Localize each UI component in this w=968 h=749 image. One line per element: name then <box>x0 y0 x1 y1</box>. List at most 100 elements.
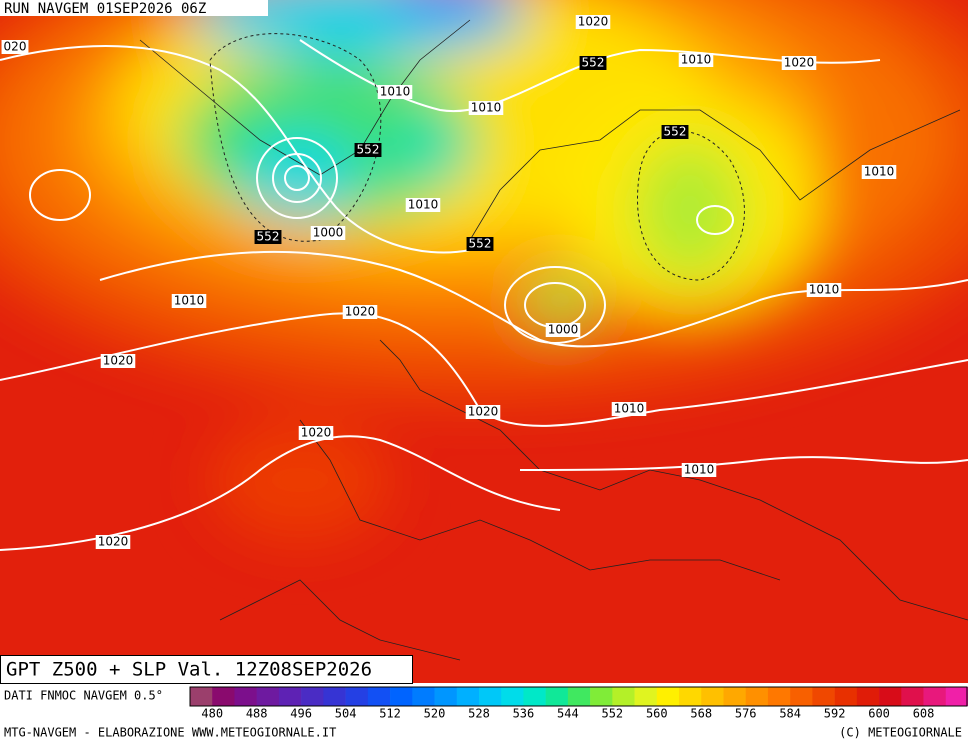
colorbar-swatch <box>834 687 858 706</box>
contour-label-box <box>579 56 607 70</box>
colorbar-swatch <box>767 687 791 706</box>
colorbar-swatch <box>412 687 435 706</box>
contour-label: 1010 <box>471 101 502 115</box>
colorbar-swatch <box>745 687 769 706</box>
colorbar-swatch <box>234 687 257 706</box>
contour-label: 552 <box>664 125 687 139</box>
contour-label: 1020 <box>578 15 609 29</box>
colorbar-swatch <box>567 687 591 706</box>
contour-label-box <box>468 101 504 115</box>
contour-label: 1010 <box>408 198 439 212</box>
contour-label: 1020 <box>103 354 134 368</box>
colorbar-tick-label: 592 <box>824 707 846 721</box>
colorbar-tick-label: 512 <box>379 707 401 721</box>
colorbar-tick-label: 584 <box>779 707 801 721</box>
colorbar-swatch <box>679 687 702 706</box>
contour-label-box <box>681 463 717 477</box>
colorbar-swatch <box>545 687 569 706</box>
z500-552-contour <box>209 33 745 281</box>
colorbar-tick-label: 600 <box>868 707 890 721</box>
colorbar-tick-label: 608 <box>913 707 935 721</box>
contour-label-box <box>171 294 207 308</box>
contour-label: 1010 <box>809 283 840 297</box>
colorbar-tick-label: 528 <box>468 707 490 721</box>
title-box <box>0 655 413 684</box>
contour-label: 1010 <box>681 53 712 67</box>
colorbar-tick-label: 552 <box>601 707 623 721</box>
colorbar-swatch <box>323 687 346 706</box>
contour-label-box <box>1 40 29 54</box>
contour-label: 1000 <box>548 323 579 337</box>
contour-label: 1020 <box>345 305 376 319</box>
footer-right: (C) METEOGIORNALE <box>839 726 962 740</box>
colorbar-swatch <box>212 687 235 706</box>
colorbar-swatch <box>790 687 813 706</box>
contour-label: 1010 <box>684 463 715 477</box>
colorbar-tick-label: 536 <box>513 707 535 721</box>
colorbar-tick-label: 480 <box>201 707 223 721</box>
contour-label: 552 <box>582 56 605 70</box>
colorbar-tick-label: 488 <box>246 707 268 721</box>
contour-label-box <box>310 226 346 240</box>
colorbar-swatch <box>256 687 280 706</box>
colorbar-swatch <box>856 687 880 706</box>
colorbar-tick-label: 560 <box>646 707 668 721</box>
contour-label-box <box>678 53 714 67</box>
colorbar-swatch <box>656 687 680 706</box>
contour-label-box <box>545 323 581 337</box>
colorbar-swatch <box>434 687 458 706</box>
contour-label: 552 <box>469 237 492 251</box>
contour-label: 020 <box>4 40 27 54</box>
contour-label: 1020 <box>468 405 499 419</box>
contour-label-box <box>377 85 413 99</box>
colorbar-swatch <box>812 687 835 706</box>
contour-label: 1010 <box>380 85 411 99</box>
contour-label: 552 <box>257 230 280 244</box>
colorbar-swatch <box>478 687 502 706</box>
contour-label: 1000 <box>313 226 344 240</box>
contour-label-box <box>806 283 842 297</box>
contour-label-box <box>575 15 611 29</box>
colorbar-swatch <box>278 687 302 706</box>
colorbar-swatch <box>501 687 524 706</box>
colorbar-swatch <box>523 687 546 706</box>
contour-label: 1010 <box>174 294 205 308</box>
coastlines <box>139 19 968 661</box>
colorbar-tick-label: 496 <box>290 707 312 721</box>
colorbar-swatch <box>612 687 635 706</box>
contour-label-box <box>661 125 689 139</box>
contour-label-box <box>781 56 817 70</box>
contour-label: 1010 <box>614 402 645 416</box>
colorbar-swatch <box>634 687 658 706</box>
colorbar-tick-label: 520 <box>424 707 446 721</box>
footer-left: MTG-NAVGEM - ELABORAZIONE WWW.METEOGIORN… <box>4 726 336 740</box>
contour-label-box <box>466 237 494 251</box>
colorbar-swatch <box>879 687 902 706</box>
colorbar-swatch <box>923 687 947 706</box>
contour-label: 552 <box>357 143 380 157</box>
contour-label: 1020 <box>98 535 129 549</box>
colorbar-swatch <box>945 687 968 706</box>
contour-label-box <box>95 535 131 549</box>
contour-label-box <box>861 165 897 179</box>
colorbar-frame <box>189 686 968 707</box>
contour-label-box <box>342 305 378 319</box>
colorbar-swatch <box>390 687 413 706</box>
colorbar-swatch <box>723 687 747 706</box>
colorbar-tick-label: 576 <box>735 707 757 721</box>
colorbar: 480 488 496 504 512 520 528 536 544 552 560 568 576 5… <box>189 686 968 721</box>
colorbar-tick-label: 568 <box>690 707 712 721</box>
contour-label-box <box>298 426 334 440</box>
contour-label-box <box>254 230 282 244</box>
contour-label: 1010 <box>864 165 895 179</box>
colorbar-swatch <box>367 687 391 706</box>
source-label: DATI FNMOC NAVGEM 0.5° <box>4 689 163 703</box>
contour-label: 1020 <box>301 426 332 440</box>
contour-label: 1020 <box>784 56 815 70</box>
colorbar-tick-label: 544 <box>557 707 579 721</box>
colorbar-tick-label: 504 <box>335 707 357 721</box>
header-box <box>0 0 268 16</box>
colorbar-swatch <box>901 687 924 706</box>
